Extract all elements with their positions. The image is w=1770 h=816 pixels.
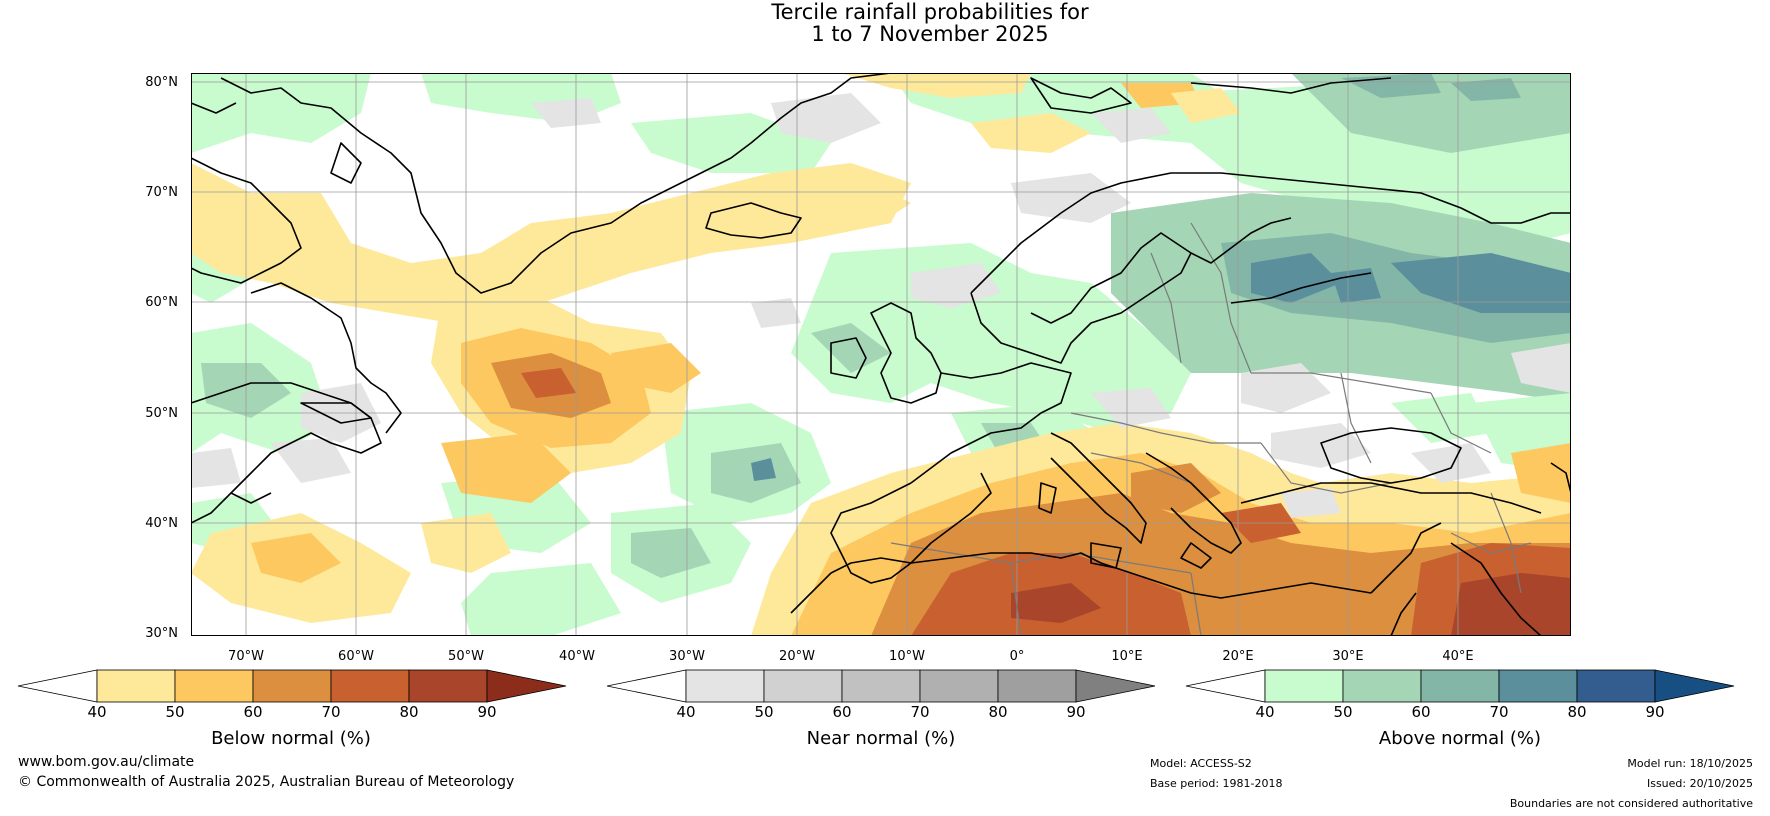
colorbar-above-segment-4 (1498, 669, 1578, 703)
colorbar-below-extend-low (17, 669, 98, 703)
colorbar-near-tick-40: 40 (676, 703, 696, 721)
colorbar-near-normal (606, 669, 1156, 703)
colorbar-above-tick-60: 60 (1411, 703, 1431, 721)
lon-label-10w: 10°W (889, 649, 925, 664)
colorbar-below-normal (17, 669, 567, 703)
lon-label-30e: 30°E (1332, 649, 1364, 664)
footer-website: www.bom.gov.au/climate (18, 754, 195, 770)
lat-label-30n: 30°N (145, 626, 178, 641)
graticule (191, 73, 1571, 636)
colorbar-near-segment-3 (841, 669, 921, 703)
colorbar-above-segment-5 (1576, 669, 1656, 703)
colorbar-near-segment-4 (919, 669, 999, 703)
colorbar-below-tick-70: 70 (321, 703, 341, 721)
footer-disclaimer: Boundaries are not considered authoritat… (1509, 797, 1753, 810)
colorbar-near-extend-low (606, 669, 687, 703)
near-normal-regions (191, 93, 1571, 518)
lon-label-20e: 20°E (1222, 649, 1254, 664)
colorbar-above-extend-low (1185, 669, 1266, 703)
lon-label-60w: 60°W (338, 649, 374, 664)
lon-label-30w: 30°W (669, 649, 705, 664)
footer-model: Model: ACCESS-S2 (1150, 757, 1252, 770)
colorbar-above-extend-high (1654, 669, 1735, 703)
footer-copyright: © Commonwealth of Australia 2025, Austra… (18, 774, 515, 790)
colorbar-below-segment-5 (408, 669, 488, 703)
colorbar-below-segment-3 (252, 669, 332, 703)
colorbars (17, 669, 1735, 703)
colorbar-above-tick-50: 50 (1333, 703, 1353, 721)
lon-label-40w: 40°W (559, 649, 595, 664)
colorbar-near-extend-high (1075, 669, 1156, 703)
colorbar-near-segment-1 (685, 669, 765, 703)
colorbar-near-tick-60: 60 (832, 703, 852, 721)
lon-label-40e: 40°E (1442, 649, 1474, 664)
colorbar-below-label: Below normal (%) (211, 728, 371, 749)
colorbar-above-tick-90: 90 (1645, 703, 1665, 721)
lon-label-50w: 50°W (448, 649, 484, 664)
colorbar-below-segment-4 (330, 669, 410, 703)
colorbar-below-tick-60: 60 (243, 703, 263, 721)
colorbar-near-tick-50: 50 (754, 703, 774, 721)
colorbar-above-segment-1 (1264, 669, 1344, 703)
colorbar-above-segment-2 (1342, 669, 1422, 703)
colorbar-above-segment-3 (1420, 669, 1500, 703)
rainfall-probability-map (191, 73, 1571, 636)
map-title-line-1: Tercile rainfall probabilities for (771, 0, 1089, 24)
colorbar-near-segment-2 (763, 669, 843, 703)
footer-issued: Issued: 20/10/2025 (1646, 777, 1753, 790)
footer-model-run: Model run: 18/10/2025 (1627, 757, 1753, 770)
colorbar-below-segment-1 (96, 669, 176, 703)
colorbar-below-tick-40: 40 (87, 703, 107, 721)
lat-label-50n: 50°N (145, 406, 178, 421)
lat-label-70n: 70°N (145, 185, 178, 200)
lon-label-70w: 70°W (228, 649, 264, 664)
colorbar-below-segment-2 (174, 669, 254, 703)
colorbar-above-tick-70: 70 (1489, 703, 1509, 721)
footer-base-period: Base period: 1981-2018 (1150, 777, 1283, 790)
lat-label-40n: 40°N (145, 516, 178, 531)
lon-label-10e: 10°E (1111, 649, 1143, 664)
lat-label-80n: 80°N (145, 75, 178, 90)
lat-label-60n: 60°N (145, 295, 178, 310)
below-normal-regions (191, 73, 1571, 636)
colorbar-above-label: Above normal (%) (1378, 728, 1542, 749)
colorbar-below-extend-high (486, 669, 567, 703)
colorbar-near-tick-70: 70 (910, 703, 930, 721)
colorbar-near-tick-90: 90 (1066, 703, 1086, 721)
lon-label-0: 0° (1009, 649, 1025, 664)
colorbar-below-tick-90: 90 (477, 703, 497, 721)
colorbar-below-tick-80: 80 (399, 703, 419, 721)
colorbar-near-label: Near normal (%) (806, 728, 956, 749)
colorbar-below-tick-50: 50 (165, 703, 185, 721)
colorbar-above-tick-80: 80 (1567, 703, 1587, 721)
map-title-line-2: 1 to 7 November 2025 (811, 22, 1049, 46)
colorbar-above-normal (1185, 669, 1735, 703)
coastlines (191, 73, 1571, 636)
colorbar-near-tick-80: 80 (988, 703, 1008, 721)
colorbar-near-segment-5 (997, 669, 1077, 703)
lon-label-20w: 20°W (779, 649, 815, 664)
colorbar-above-tick-40: 40 (1255, 703, 1275, 721)
